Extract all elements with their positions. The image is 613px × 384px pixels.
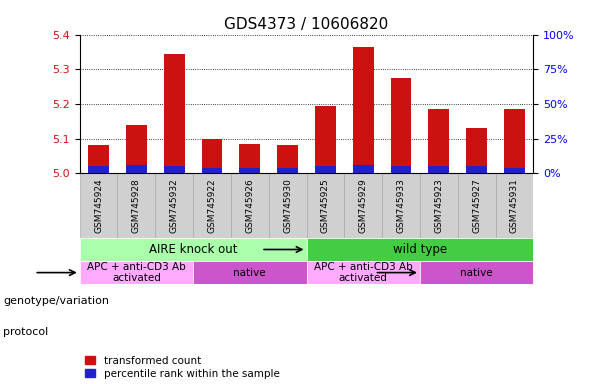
Text: genotype/variation: genotype/variation bbox=[3, 296, 109, 306]
Bar bbox=[466, 166, 487, 173]
Bar bbox=[164, 166, 185, 173]
Bar bbox=[390, 78, 411, 173]
FancyBboxPatch shape bbox=[155, 173, 193, 238]
Text: native: native bbox=[460, 268, 493, 278]
FancyBboxPatch shape bbox=[345, 173, 382, 238]
Text: GSM745928: GSM745928 bbox=[132, 179, 141, 233]
Bar bbox=[88, 146, 109, 173]
Text: GSM745929: GSM745929 bbox=[359, 179, 368, 233]
Text: wild type: wild type bbox=[393, 243, 447, 256]
Bar bbox=[466, 128, 487, 173]
Text: APC + anti-CD3 Ab
activated: APC + anti-CD3 Ab activated bbox=[314, 262, 413, 283]
Text: GSM745933: GSM745933 bbox=[397, 179, 406, 233]
Bar bbox=[277, 168, 298, 173]
Legend: transformed count, percentile rank within the sample: transformed count, percentile rank withi… bbox=[85, 356, 280, 379]
FancyBboxPatch shape bbox=[306, 261, 420, 284]
Bar bbox=[315, 106, 336, 173]
Bar bbox=[164, 54, 185, 173]
Bar bbox=[353, 165, 373, 173]
Bar bbox=[126, 165, 147, 173]
Bar bbox=[240, 168, 260, 173]
Text: AIRE knock out: AIRE knock out bbox=[149, 243, 237, 256]
FancyBboxPatch shape bbox=[306, 173, 345, 238]
Bar bbox=[390, 166, 411, 173]
Text: protocol: protocol bbox=[3, 327, 48, 337]
Bar bbox=[277, 146, 298, 173]
Bar bbox=[88, 166, 109, 173]
Bar bbox=[202, 139, 223, 173]
FancyBboxPatch shape bbox=[80, 261, 193, 284]
Bar bbox=[315, 166, 336, 173]
Bar bbox=[504, 109, 525, 173]
Text: GSM745931: GSM745931 bbox=[510, 179, 519, 233]
FancyBboxPatch shape bbox=[268, 173, 306, 238]
FancyBboxPatch shape bbox=[193, 261, 306, 284]
Text: GSM745930: GSM745930 bbox=[283, 179, 292, 233]
FancyBboxPatch shape bbox=[231, 173, 268, 238]
Bar bbox=[504, 168, 525, 173]
FancyBboxPatch shape bbox=[420, 261, 533, 284]
Bar bbox=[353, 47, 373, 173]
FancyBboxPatch shape bbox=[458, 173, 495, 238]
Bar bbox=[202, 168, 223, 173]
FancyBboxPatch shape bbox=[306, 238, 533, 261]
FancyBboxPatch shape bbox=[382, 173, 420, 238]
Text: GSM745922: GSM745922 bbox=[207, 179, 216, 233]
FancyBboxPatch shape bbox=[118, 173, 155, 238]
Text: GSM745923: GSM745923 bbox=[434, 179, 443, 233]
Bar bbox=[240, 144, 260, 173]
FancyBboxPatch shape bbox=[80, 238, 306, 261]
Title: GDS4373 / 10606820: GDS4373 / 10606820 bbox=[224, 17, 389, 32]
Text: GSM745927: GSM745927 bbox=[472, 179, 481, 233]
Text: GSM745925: GSM745925 bbox=[321, 179, 330, 233]
FancyBboxPatch shape bbox=[80, 173, 118, 238]
Text: native: native bbox=[234, 268, 266, 278]
Text: GSM745924: GSM745924 bbox=[94, 179, 103, 233]
Text: GSM745932: GSM745932 bbox=[170, 179, 179, 233]
FancyBboxPatch shape bbox=[193, 173, 231, 238]
Bar bbox=[428, 109, 449, 173]
Bar bbox=[428, 166, 449, 173]
Bar bbox=[126, 125, 147, 173]
Text: APC + anti-CD3 Ab
activated: APC + anti-CD3 Ab activated bbox=[87, 262, 186, 283]
FancyBboxPatch shape bbox=[420, 173, 458, 238]
FancyBboxPatch shape bbox=[495, 173, 533, 238]
Text: GSM745926: GSM745926 bbox=[245, 179, 254, 233]
